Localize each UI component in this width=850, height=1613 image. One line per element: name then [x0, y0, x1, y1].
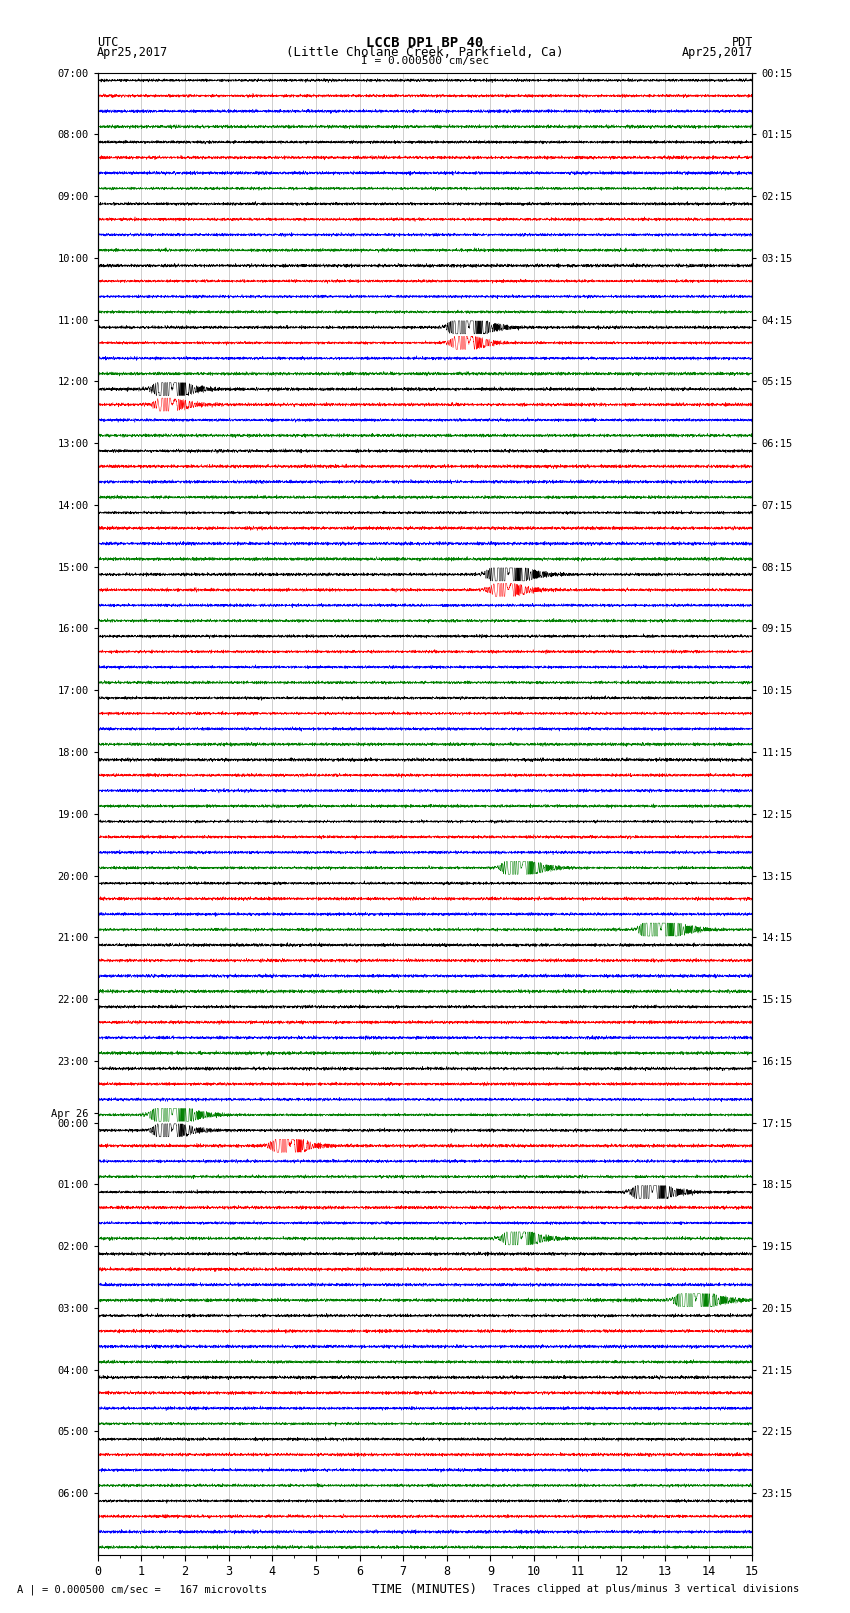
X-axis label: TIME (MINUTES): TIME (MINUTES) [372, 1582, 478, 1595]
Text: UTC: UTC [97, 37, 118, 50]
Text: Apr25,2017: Apr25,2017 [97, 45, 168, 60]
Text: Traces clipped at plus/minus 3 vertical divisions: Traces clipped at plus/minus 3 vertical … [493, 1584, 799, 1594]
Text: A | = 0.000500 cm/sec =   167 microvolts: A | = 0.000500 cm/sec = 167 microvolts [17, 1584, 267, 1595]
Text: (Little Cholane Creek, Parkfield, Ca): (Little Cholane Creek, Parkfield, Ca) [286, 45, 564, 60]
Text: LCCB DP1 BP 40: LCCB DP1 BP 40 [366, 37, 484, 50]
Text: I = 0.000500 cm/sec: I = 0.000500 cm/sec [361, 56, 489, 66]
Text: Apr25,2017: Apr25,2017 [682, 45, 753, 60]
Text: PDT: PDT [732, 37, 753, 50]
